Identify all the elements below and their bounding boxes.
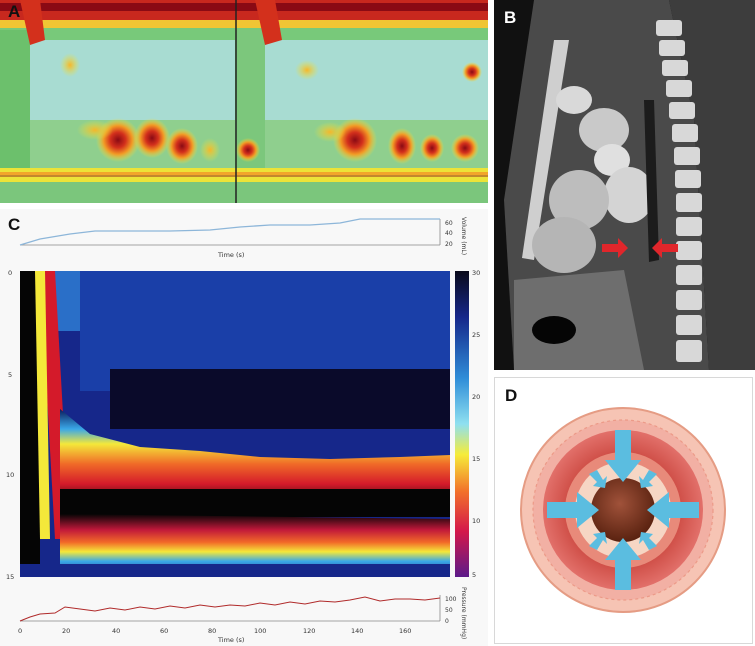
heatmap-ytick-0: 0 [8, 269, 12, 277]
volume-plot: 60 40 20 Volume (mL) Time (s) [19, 217, 467, 259]
pressure-xtick-40: 40 [112, 627, 120, 635]
volume-line [19, 218, 440, 246]
volume-tick-20: 20 [445, 241, 453, 248]
compression-arrows [547, 430, 699, 590]
panel-d-label: D [505, 386, 518, 405]
panel-b: B [494, 0, 755, 370]
panel-a: A [0, 0, 488, 203]
pressure-tick-50: 50 [445, 607, 453, 614]
heatmap-ytick-5: 5 [8, 371, 12, 379]
colorbar-tick-20: 20 [472, 393, 480, 401]
pressure-xtick-100: 100 [254, 627, 266, 635]
colorbar-tick-15: 15 [472, 455, 480, 463]
pressure-xtick-120: 120 [303, 627, 315, 635]
pressure-xtick-0: 0 [18, 627, 22, 635]
heatmap-ytick-10: 10 [6, 471, 14, 479]
lumen [591, 478, 655, 542]
red-arrow-right [652, 238, 678, 258]
pressure-tick-0: 0 [445, 618, 449, 625]
red-arrow-left [602, 238, 628, 258]
colorbar-tick-30: 30 [472, 269, 480, 277]
small-arrows [589, 470, 657, 550]
pressure-ylabel: Pressure (mmHg) [460, 587, 467, 639]
pressure-xtick-140: 140 [351, 627, 363, 635]
panel-c-figure: 60 40 20 Volume (mL) Time (s) 30 25 2 [6, 217, 480, 644]
panel-c-label: C [8, 215, 21, 234]
heatmap-ytick-15: 15 [6, 573, 14, 581]
pressure-plot: 100 50 0 Pressure (mmHg) 0 20 40 60 80 1… [18, 587, 467, 644]
volume-tick-60: 60 [445, 220, 453, 227]
pressure-xtick-80: 80 [208, 627, 216, 635]
pressure-xtick-20: 20 [62, 627, 70, 635]
panel-a-label: A [8, 2, 21, 21]
colorbar-tick-25: 25 [472, 331, 480, 339]
panel-b-label: B [504, 8, 517, 27]
panel-c: C [0, 209, 488, 646]
pressure-xtick-60: 60 [160, 627, 168, 635]
pressure-line [19, 596, 441, 622]
volume-ylabel: Volume (mL) [460, 217, 467, 255]
colorbar [455, 271, 469, 577]
pressure-xtick-160: 160 [399, 627, 411, 635]
colorbar-tick-10: 10 [472, 517, 480, 525]
panel-d: D [494, 377, 753, 644]
pressure-xlabel: Time (s) [217, 636, 244, 644]
pressure-tick-100: 100 [445, 596, 457, 603]
panel-a-heatmap [0, 0, 488, 203]
colorbar-tick-5: 5 [472, 571, 476, 579]
panel-d-illustration [520, 407, 726, 613]
panel-b-ct-image [494, 0, 755, 370]
volume-xlabel: Time (s) [217, 251, 244, 259]
volume-tick-40: 40 [445, 230, 453, 237]
panel-c-heatmap: 30 25 20 15 10 5 0 5 10 15 [6, 269, 480, 581]
